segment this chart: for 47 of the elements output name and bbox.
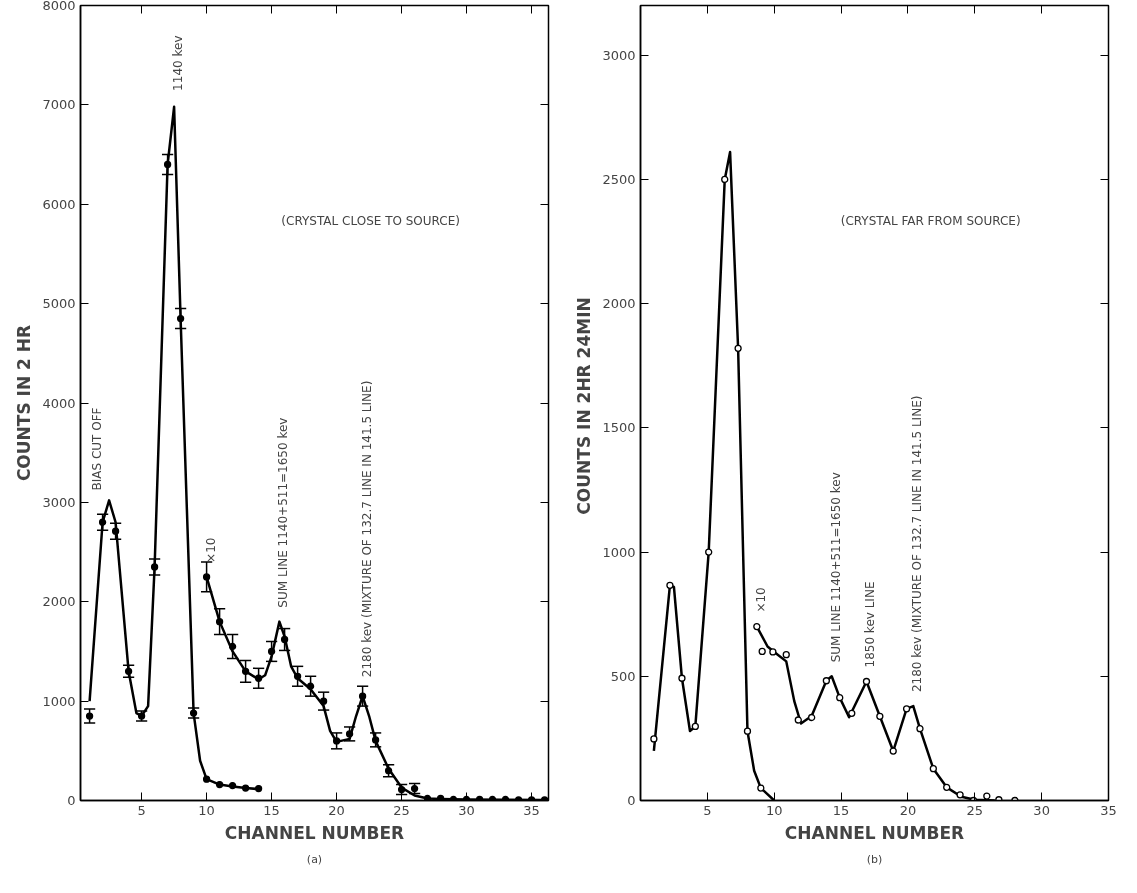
- x-tick-label: 5: [137, 802, 146, 818]
- annotation: BIAS CUT OFF: [89, 407, 104, 491]
- annotation: ×10: [203, 537, 218, 563]
- x-tick-label: 25: [966, 802, 984, 818]
- y-tick-label: 0: [627, 793, 636, 808]
- annotation: SUM LINE 1140+511=1650 kev: [828, 472, 843, 663]
- x-tick-label: 15: [263, 802, 280, 818]
- annotation: 1140 kev: [171, 35, 186, 91]
- x-tick-label: 30: [458, 802, 475, 818]
- x-tick-label: 20: [328, 802, 345, 818]
- y-tick-label: 6000: [42, 196, 76, 212]
- y-tick-label: 5000: [42, 296, 76, 312]
- annotation: ×10: [753, 587, 768, 613]
- annotation: (CRYSTAL CLOSE TO SOURCE): [281, 214, 460, 229]
- y-tick-label: 1000: [42, 693, 76, 709]
- annotation: 2180 kev (MIXTURE OF 132.7 LINE IN 141.5 LINE): [910, 395, 925, 693]
- y-tick-label: 2000: [42, 594, 76, 610]
- text: (b): [866, 852, 883, 866]
- y-axis-title: COUNTS IN 2 HR: [14, 324, 35, 482]
- annotation: 2180 kev (MIXTURE OF 132.7 LINE IN 141.5 LINE): [359, 380, 374, 678]
- x-tick-label: 10: [198, 802, 215, 818]
- y-tick-label: 3000: [602, 47, 636, 63]
- annotation: (CRYSTAL FAR FROM SOURCE): [840, 214, 1021, 229]
- y-tick-label: 3000: [42, 494, 76, 510]
- x-tick-label: 35: [1100, 802, 1117, 818]
- x-axis-title: CHANNEL NUMBER: [224, 822, 405, 843]
- y-tick-label: 4000: [42, 395, 76, 411]
- x-tick-label: 20: [899, 802, 917, 818]
- y-tick-label: 7000: [42, 97, 76, 113]
- annotation: 1850 kev LINE: [863, 581, 878, 668]
- y-tick-label: 2000: [602, 296, 636, 312]
- x-tick-label: 30: [1033, 802, 1050, 818]
- x-tick-label: 5: [703, 802, 712, 818]
- y-tick-label: 8000: [42, 0, 76, 13]
- x-tick-label: 35: [523, 802, 540, 818]
- x-tick-label: 15: [832, 802, 850, 818]
- y-tick-label: 1000: [602, 544, 636, 560]
- y-axis-title: COUNTS IN 2HR 24MIN: [574, 297, 595, 515]
- x-tick-label: 10: [765, 802, 783, 818]
- y-tick-label: 2500: [602, 171, 636, 187]
- text: (a): [306, 852, 323, 866]
- y-tick-label: 0: [67, 793, 76, 808]
- x-tick-label: 25: [393, 802, 410, 818]
- y-tick-label: 1500: [602, 420, 636, 436]
- x-axis-title: CHANNEL NUMBER: [784, 822, 965, 843]
- annotation: SUM LINE 1140+511=1650 kev: [276, 417, 291, 608]
- y-tick-label: 500: [610, 668, 636, 684]
